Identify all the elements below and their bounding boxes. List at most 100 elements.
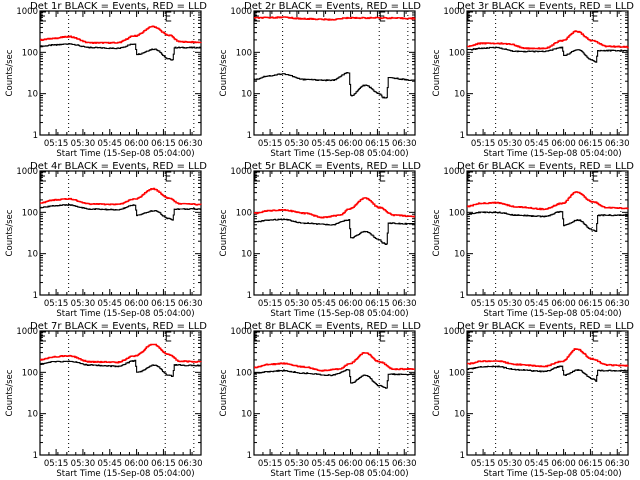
x-tick-label: 05:45 xyxy=(525,459,550,469)
series-lld-line xyxy=(467,348,629,368)
panel-3: Det 3r BLACK = Events, RED = LLD 1 10 100 10… xyxy=(432,1,634,159)
eclipse-marker-icon xyxy=(165,11,172,22)
panel-title: Det 5r BLACK = Events, RED = LLD xyxy=(244,161,421,172)
series-lld-line xyxy=(40,25,202,44)
panel-title: Det 2r BLACK = Events, RED = LLD xyxy=(244,1,421,12)
series-lld-line xyxy=(254,352,415,372)
x-tick-label: 06:15 xyxy=(365,139,390,149)
eclipse-marker-icon xyxy=(379,11,386,22)
x-tick-label: 06:15 xyxy=(151,459,176,469)
series-lld-line xyxy=(254,197,415,219)
x-tick-label: 06:00 xyxy=(338,459,363,469)
x-axis-label: Start Time (15-Sep-08 05:04:00) xyxy=(270,149,408,159)
x-tick-label: 05:30 xyxy=(285,299,310,309)
eclipse-marker-icon xyxy=(379,171,386,182)
y-axis-label: Counts/sec xyxy=(432,49,442,96)
y-tick-label: 1 xyxy=(460,291,465,301)
y-tick-label: 100 xyxy=(22,368,38,378)
x-axis-label: Start Time (15-Sep-08 05:04:00) xyxy=(270,309,408,319)
panel-title: Det 1r BLACK = Events, RED = LLD xyxy=(30,1,207,12)
y-tick-label: 10 xyxy=(241,90,252,100)
x-tick-label: 06:15 xyxy=(578,459,603,469)
x-tick-label: 06:00 xyxy=(551,139,576,149)
x-tick-label: 06:30 xyxy=(605,139,630,149)
x-tick-label: 06:15 xyxy=(151,299,176,309)
x-tick-label: 05:45 xyxy=(312,459,337,469)
y-tick-label: 100 xyxy=(236,48,252,58)
y-tick-label: 100 xyxy=(449,48,465,58)
y-tick-label: 1 xyxy=(460,131,465,141)
y-axis-label: Counts/sec xyxy=(432,369,442,416)
plot-frame xyxy=(466,330,629,456)
x-tick-label: 05:30 xyxy=(285,139,310,149)
x-tick-label: 05:45 xyxy=(98,459,123,469)
plot-frame xyxy=(39,330,202,456)
y-tick-label: 1000 xyxy=(443,327,465,337)
x-tick-label: 06:15 xyxy=(578,139,603,149)
y-tick-label: 10 xyxy=(241,410,252,420)
x-axis-label: Start Time (15-Sep-08 05:04:00) xyxy=(56,149,194,159)
series-events-line xyxy=(467,210,629,232)
y-axis-label: Counts/sec xyxy=(219,369,229,416)
series-events-line xyxy=(40,43,202,61)
eclipse-marker-icon xyxy=(467,331,473,342)
eclipse-marker-icon xyxy=(40,11,46,22)
series-lld-line xyxy=(40,343,202,364)
x-axis-label: Start Time (15-Sep-08 05:04:00) xyxy=(56,309,194,319)
eclipse-marker-icon xyxy=(40,171,46,182)
y-tick-label: 1000 xyxy=(230,327,252,337)
panel-7: Det 7r BLACK = Events, RED = LLD 1 10 100 10… xyxy=(5,321,207,479)
y-axis-label: Counts/sec xyxy=(432,209,442,256)
series-lld-line xyxy=(467,30,629,50)
x-tick-label: 06:15 xyxy=(365,459,390,469)
y-tick-label: 1000 xyxy=(16,7,38,17)
x-axis-label: Start Time (15-Sep-08 05:04:00) xyxy=(483,469,621,479)
x-tick-label: 05:30 xyxy=(498,459,523,469)
y-tick-label: 1000 xyxy=(16,167,38,177)
x-tick-label: 05:15 xyxy=(471,139,496,149)
y-tick-label: 10 xyxy=(241,250,252,260)
y-tick-label: 1 xyxy=(33,131,38,141)
y-tick-label: 10 xyxy=(454,90,465,100)
x-tick-label: 06:15 xyxy=(151,139,176,149)
x-tick-label: 05:30 xyxy=(71,139,96,149)
eclipse-marker-icon xyxy=(254,331,260,342)
y-axis-label: Counts/sec xyxy=(219,49,229,96)
x-tick-label: 06:00 xyxy=(338,139,363,149)
x-tick-label: 06:00 xyxy=(124,459,149,469)
x-tick-label: 06:30 xyxy=(605,459,630,469)
plot-frame xyxy=(253,10,416,136)
x-tick-label: 06:30 xyxy=(178,299,203,309)
y-tick-label: 100 xyxy=(22,48,38,58)
y-tick-label: 1 xyxy=(247,131,252,141)
x-tick-label: 06:15 xyxy=(365,299,390,309)
x-axis-label: Start Time (15-Sep-08 05:04:00) xyxy=(483,149,621,159)
x-tick-label: 05:45 xyxy=(312,139,337,149)
y-tick-label: 1000 xyxy=(16,327,38,337)
series-events-line xyxy=(467,365,629,382)
plot-frame xyxy=(253,170,416,296)
eclipse-marker-icon xyxy=(592,331,599,342)
panel-title: Det 3r BLACK = Events, RED = LLD xyxy=(457,1,634,12)
x-tick-label: 06:30 xyxy=(392,139,417,149)
series-lld-line xyxy=(40,187,202,206)
x-tick-label: 06:00 xyxy=(551,459,576,469)
y-tick-label: 100 xyxy=(236,208,252,218)
x-tick-label: 05:30 xyxy=(285,459,310,469)
panel-2: Det 2r BLACK = Events, RED = LLD 1 10 100 10… xyxy=(219,1,421,159)
y-axis-label: Counts/sec xyxy=(5,49,15,96)
x-tick-label: 05:15 xyxy=(258,459,283,469)
x-tick-label: 05:30 xyxy=(498,299,523,309)
y-tick-label: 1000 xyxy=(230,167,252,177)
x-tick-label: 06:30 xyxy=(605,299,630,309)
panel-title: Det 7r BLACK = Events, RED = LLD xyxy=(30,321,207,332)
y-tick-label: 1000 xyxy=(443,167,465,177)
plot-frame xyxy=(253,330,416,456)
x-axis-label: Start Time (15-Sep-08 05:04:00) xyxy=(483,309,621,319)
x-tick-label: 05:15 xyxy=(258,299,283,309)
panel-title: Det 8r BLACK = Events, RED = LLD xyxy=(244,321,421,332)
series-events-line xyxy=(467,46,629,63)
x-axis-label: Start Time (15-Sep-08 05:04:00) xyxy=(56,469,194,479)
x-tick-label: 06:00 xyxy=(551,299,576,309)
